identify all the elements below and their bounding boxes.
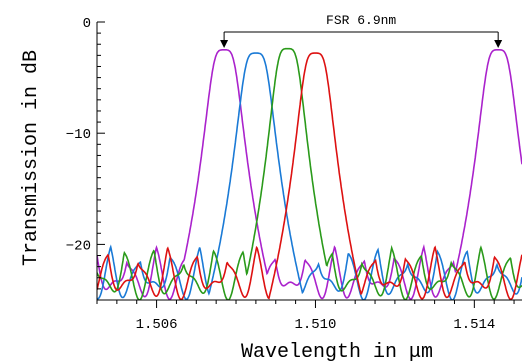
series-line: [97, 49, 522, 300]
x-tick-label: 1.510: [294, 317, 336, 333]
x-tick-label: 1.506: [136, 317, 178, 333]
axes: 0 −10 −20 1.506 1.510 1.514: [66, 16, 522, 333]
x-axis-label: Wavelength in μm: [241, 341, 433, 364]
fsr-right-arrow: [494, 40, 503, 48]
series-line: [97, 52, 522, 300]
series-layer: [97, 47, 522, 300]
series-line: [97, 52, 522, 300]
fsr-left-arrow: [220, 40, 229, 48]
x-tick-label: 1.514: [453, 317, 495, 333]
y-axis-label: Transmission in dB: [20, 50, 43, 266]
series-line: [97, 47, 522, 300]
fsr-label: FSR 6.9nm: [326, 13, 396, 28]
y-tick-label: −20: [66, 238, 91, 254]
y-tick-label: −10: [66, 127, 91, 143]
fsr-annotation: FSR 6.9nm: [220, 13, 503, 48]
y-tick-label: 0: [83, 16, 91, 32]
